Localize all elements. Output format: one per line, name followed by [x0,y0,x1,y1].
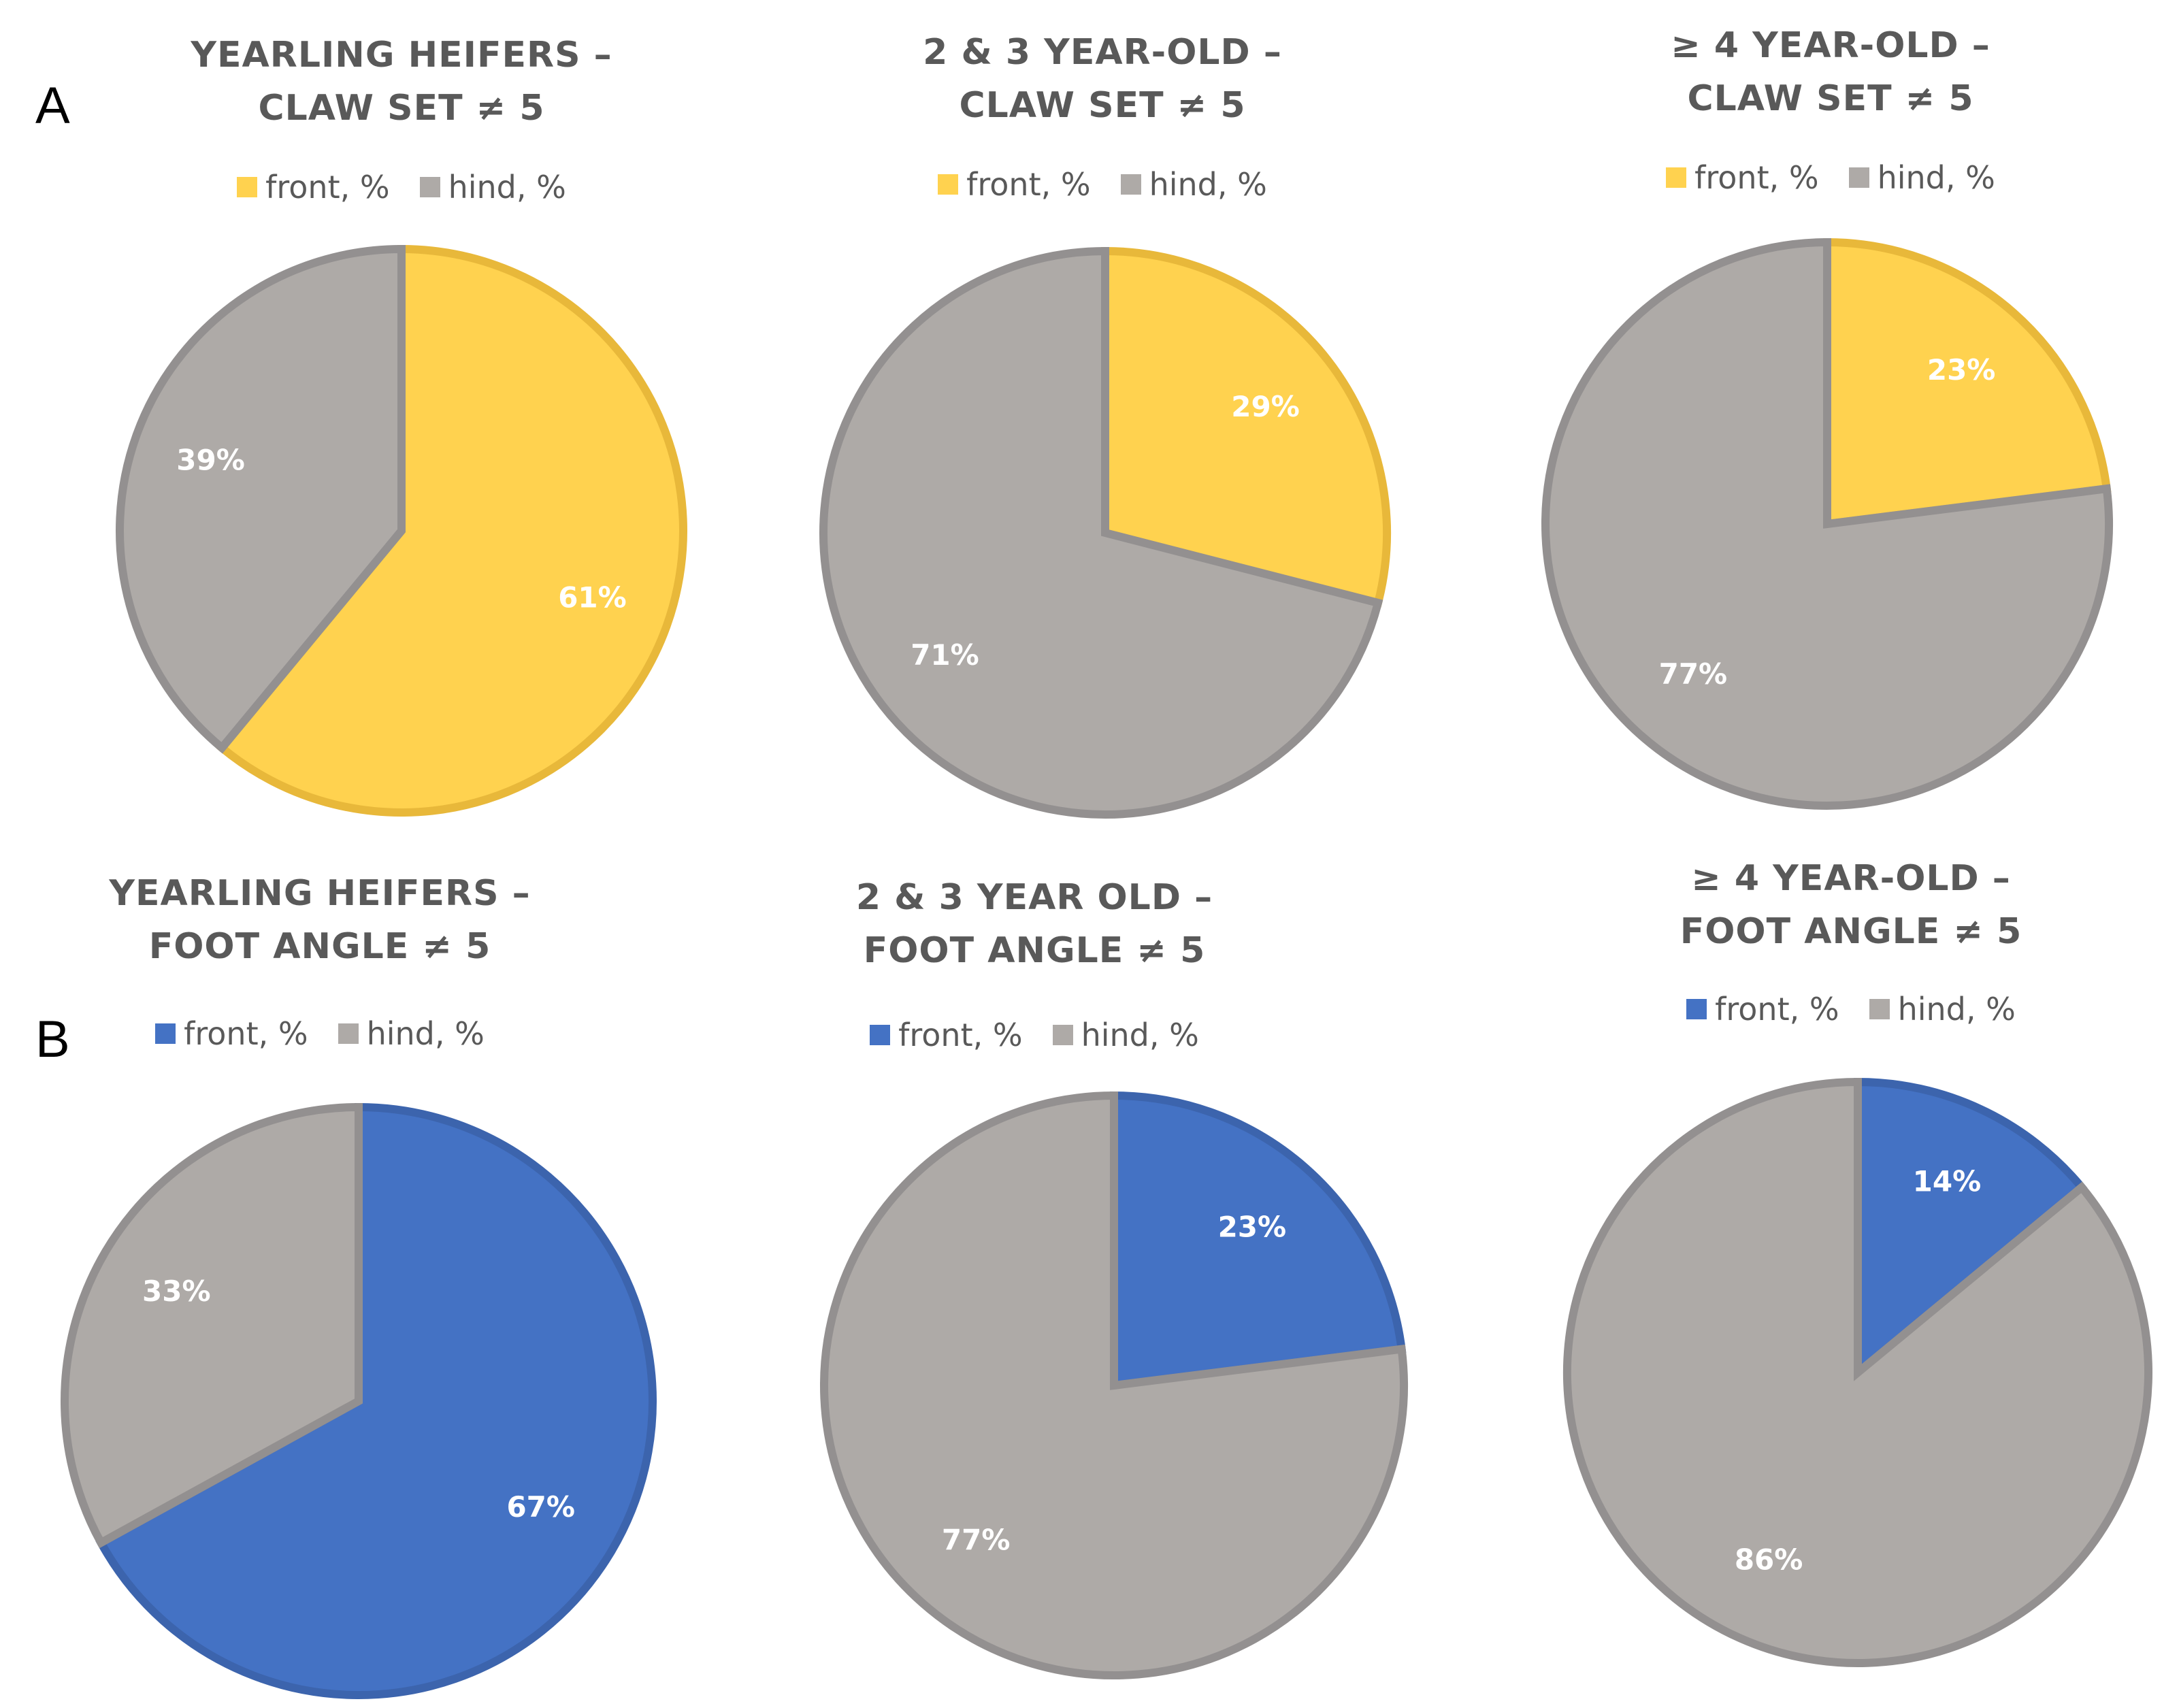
pie-slice-hind [61,1102,363,1549]
pie-label-hind: 33% [142,1275,211,1308]
chart-title: YEARLING HEIFERS – FOOT ANGLE ≠ 5 [0,867,681,973]
legend-item-hind: hind, % [338,1015,485,1052]
legend-swatch-hind [419,177,440,197]
chart-title: ≥ 4 YEAR-OLD – FOOT ANGLE ≠ 5 [1490,852,2179,958]
legend: front, % hind, % [1490,991,2179,1028]
panel-label-b: B [35,1011,70,1068]
legend-swatch-front [938,174,959,195]
legend: front, % hind, % [41,169,762,206]
pie-slice-hind [1563,1077,2152,1667]
legend-label-front: front, % [184,1015,308,1052]
chart-title-line-2: FOOT ANGLE ≠ 5 [1680,911,2022,952]
legend: front, % hind, % [1470,159,2179,196]
pie-chart-4-year-claw-set: ≥ 4 YEAR-OLD – CLAW SET ≠ 5 front, % hin… [1470,11,2179,855]
pie-label-hind: 77% [942,1524,1011,1557]
pie-label-front: 61% [558,580,627,614]
legend-label-front: front, % [265,169,390,206]
chart-title-line-2: FOOT ANGLE ≠ 5 [148,926,491,967]
legend-label-front: front, % [1694,159,1819,196]
chart-title-line-1: 2 & 3 YEAR-OLD – [923,32,1282,73]
legend-label-hind: hind, % [1897,991,2016,1028]
chart-title: ≥ 4 YEAR-OLD – CLAW SET ≠ 5 [1470,19,2179,125]
pie-slice-hind [820,1091,1408,1679]
pie-chart-yearling-claw-set: YEARLING HEIFERS – CLAW SET ≠ 5 front, %… [41,20,762,864]
pie: 23% 77% [820,1091,1408,1679]
chart-title: YEARLING HEIFERS – CLAW SET ≠ 5 [41,29,762,135]
chart-title-line-1: ≥ 4 YEAR-OLD – [1671,25,1990,66]
pie-slice-hind [116,244,406,754]
legend-label-hind: hind, % [448,169,566,206]
panel-label-a: A [35,77,70,135]
chart-title-line-2: CLAW SET ≠ 5 [1687,78,1974,119]
pie-slice-front [95,1102,657,1699]
legend: front, % hind, % [742,166,1463,203]
pie-slice-front [1823,237,2112,529]
pie-label-front: 23% [1927,353,1996,387]
pie: 67% 33% [61,1102,657,1699]
chart-title-line-1: ≥ 4 YEAR-OLD – [1691,858,2011,899]
legend-item-front: front, % [870,1017,1023,1053]
legend-swatch-front [155,1023,176,1044]
chart-title-line-2: CLAW SET ≠ 5 [258,88,545,129]
pie-slice-front [216,244,687,817]
legend-label-hind: hind, % [1081,1017,1199,1053]
pie-slice-hind [819,246,1383,819]
legend-item-hind: hind, % [1848,159,1995,196]
legend-label-hind: hind, % [1149,166,1267,203]
pie: 23% 77% [1541,237,2113,810]
pie-label-hind: 71% [911,638,979,672]
legend-label-front: front, % [1715,991,1839,1028]
chart-title-line-2: CLAW SET ≠ 5 [959,85,1246,126]
pie-slice-front [1101,246,1391,608]
legend-swatch-hind [338,1023,359,1044]
legend-item-hind: hind, % [1869,991,2016,1028]
pie-label-hind: 77% [1659,657,1728,691]
legend-item-hind: hind, % [1052,1017,1199,1053]
legend-swatch-hind [1052,1025,1073,1045]
legend-swatch-hind [1869,999,1890,1019]
legend-item-hind: hind, % [419,169,566,206]
legend-item-hind: hind, % [1120,166,1267,203]
chart-title-line-1: 2 & 3 YEAR OLD – [855,877,1213,918]
legend-swatch-front [1686,999,1707,1019]
legend-item-front: front, % [938,166,1091,203]
pie-label-hind: 39% [176,444,245,477]
pie-slice-front [1110,1091,1407,1390]
chart-title: 2 & 3 YEAR OLD – FOOT ANGLE ≠ 5 [674,871,1395,977]
legend-label-front: front, % [966,166,1091,203]
legend-label-front: front, % [898,1017,1023,1053]
pie: 14% 86% [1563,1077,2152,1667]
legend-swatch-hind [1120,174,1141,195]
legend-label-hind: hind, % [366,1015,485,1052]
chart-title: 2 & 3 YEAR-OLD – CLAW SET ≠ 5 [742,26,1463,132]
legend-item-front: front, % [155,1015,308,1052]
pie-chart-2-3-year-claw-set: 2 & 3 YEAR-OLD – CLAW SET ≠ 5 front, % h… [742,18,1463,861]
pie-label-front: 29% [1231,390,1300,423]
chart-title-line-1: YEARLING HEIFERS – [109,873,531,914]
legend-swatch-hind [1848,167,1869,188]
pie-chart-2-3-year-foot-angle: 2 & 3 YEAR OLD – FOOT ANGLE ≠ 5 front, %… [674,863,1408,1707]
pie-label-hind: 86% [1735,1543,1803,1577]
pie-label-front: 23% [1218,1210,1287,1243]
legend-item-front: front, % [1686,991,1839,1028]
pie: 61% 39% [116,244,687,817]
legend-label-hind: hind, % [1877,159,1995,196]
legend: front, % hind, % [674,1017,1395,1053]
chart-title-line-1: YEARLING HEIFERS – [191,35,612,76]
pie-label-front: 14% [1913,1164,1982,1198]
pie-chart-yearling-foot-angle: YEARLING HEIFERS – FOOT ANGLE ≠ 5 front,… [0,859,681,1703]
legend-item-front: front, % [1666,159,1819,196]
legend-item-front: front, % [237,169,390,206]
pie-slice-front [1854,1077,2088,1381]
pie-slice-hind [1541,237,2113,810]
chart-title-line-2: FOOT ANGLE ≠ 5 [863,930,1206,971]
legend-swatch-front [1666,167,1687,188]
pie-chart-4-year-foot-angle: ≥ 4 YEAR-OLD – FOOT ANGLE ≠ 5 front, % h… [1490,852,2179,1696]
pie: 29% 71% [819,246,1391,819]
legend: front, % hind, % [0,1015,681,1052]
pie-label-front: 67% [506,1490,575,1524]
legend-swatch-front [237,177,258,197]
legend-swatch-front [870,1025,891,1045]
